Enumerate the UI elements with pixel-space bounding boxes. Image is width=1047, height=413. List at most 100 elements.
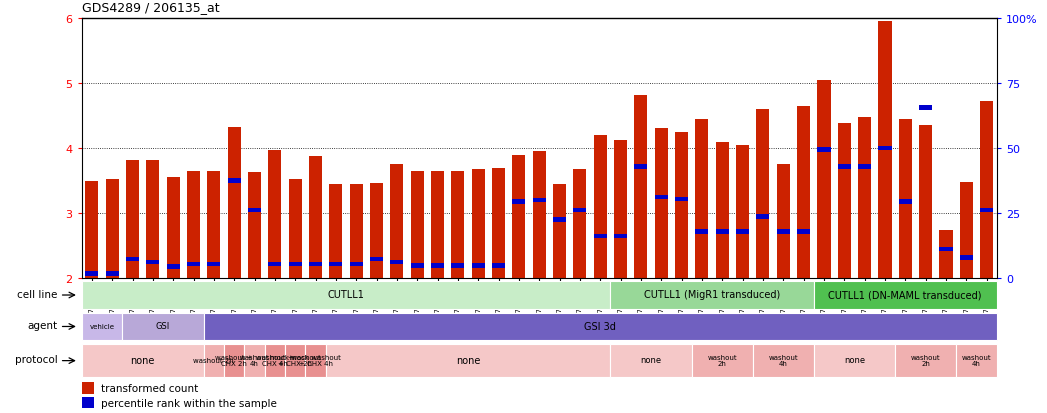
Bar [329, 262, 342, 267]
Text: protocol: protocol [15, 354, 58, 364]
Bar [492, 168, 505, 279]
Bar [350, 262, 363, 267]
Bar [207, 262, 221, 267]
Bar [265, 344, 285, 377]
Bar [244, 344, 265, 377]
Bar [594, 135, 607, 279]
Bar [692, 344, 753, 377]
Bar [814, 344, 895, 377]
Text: mock washout
+ CHX 2h: mock washout + CHX 2h [270, 354, 320, 366]
Bar [610, 282, 814, 309]
Bar [82, 282, 610, 309]
Text: none: none [455, 355, 481, 365]
Bar [777, 230, 789, 234]
Bar [410, 263, 424, 268]
Bar [939, 230, 953, 279]
Bar [919, 126, 932, 279]
Bar [187, 171, 200, 279]
Bar [956, 344, 997, 377]
Bar [350, 185, 363, 279]
Bar [126, 160, 139, 279]
Text: transformed count: transformed count [102, 383, 198, 393]
Bar [960, 256, 973, 260]
Bar [187, 262, 200, 267]
Bar [82, 344, 204, 377]
Bar [471, 169, 485, 279]
Bar [695, 230, 709, 234]
Bar [451, 263, 465, 268]
Bar [715, 142, 729, 279]
Bar [285, 344, 306, 377]
Bar [227, 179, 241, 183]
Bar [329, 185, 342, 279]
Bar [391, 260, 403, 265]
Bar [410, 171, 424, 279]
Bar [756, 215, 770, 219]
Text: CUTLL1 (MigR1 transduced): CUTLL1 (MigR1 transduced) [644, 290, 780, 300]
Bar [818, 148, 830, 152]
Bar [248, 173, 261, 279]
Bar [654, 195, 668, 200]
Bar [553, 218, 566, 223]
Bar [654, 129, 668, 279]
Text: vehicle: vehicle [89, 323, 114, 329]
Bar [370, 257, 383, 261]
Bar [370, 183, 383, 279]
Bar [326, 344, 610, 377]
Bar [574, 169, 586, 279]
Bar [838, 165, 851, 169]
Bar [610, 344, 692, 377]
Bar [777, 165, 789, 279]
Bar [147, 260, 159, 265]
Bar [492, 263, 505, 268]
Bar [451, 171, 465, 279]
Bar [289, 262, 302, 267]
Text: washout +
CHX 4h: washout + CHX 4h [255, 354, 294, 366]
Bar [980, 208, 994, 213]
Bar [736, 145, 750, 279]
Bar [533, 152, 545, 279]
Bar [797, 230, 810, 234]
Text: none: none [641, 356, 662, 365]
Text: washout 2h: washout 2h [194, 357, 235, 363]
Text: washout
4h: washout 4h [240, 354, 269, 366]
Bar [634, 95, 647, 279]
Text: GSI: GSI [156, 322, 170, 330]
Bar [553, 185, 566, 279]
Text: washout
4h: washout 4h [768, 354, 798, 366]
Bar [695, 119, 709, 279]
Bar [207, 171, 221, 279]
Bar [431, 263, 444, 268]
Bar [391, 165, 403, 279]
Bar [634, 165, 647, 169]
Bar [268, 262, 282, 267]
Bar [82, 396, 94, 408]
Bar [878, 146, 891, 151]
Text: cell line: cell line [17, 289, 58, 299]
Bar [594, 234, 607, 239]
Bar [82, 313, 122, 340]
Text: CUTLL1 (DN-MAML transduced): CUTLL1 (DN-MAML transduced) [828, 290, 982, 300]
Bar [756, 110, 770, 279]
Text: washout
2h: washout 2h [911, 354, 940, 366]
Text: mock washout
+ CHX 4h: mock washout + CHX 4h [290, 354, 341, 366]
Bar [980, 102, 994, 279]
Bar [512, 200, 526, 204]
Bar [106, 179, 118, 279]
Bar [309, 262, 322, 267]
Bar [85, 271, 98, 276]
Bar [574, 208, 586, 213]
Bar [471, 263, 485, 268]
Bar [85, 182, 98, 279]
Text: none: none [844, 356, 865, 365]
Bar [309, 157, 322, 279]
Text: percentile rank within the sample: percentile rank within the sample [102, 398, 277, 408]
Bar [82, 382, 94, 394]
Text: none: none [131, 355, 155, 365]
Bar [960, 183, 973, 279]
Bar [512, 155, 526, 279]
Bar [919, 106, 932, 111]
Bar [895, 344, 956, 377]
Text: washout
4h: washout 4h [961, 354, 992, 366]
Text: agent: agent [27, 320, 58, 330]
